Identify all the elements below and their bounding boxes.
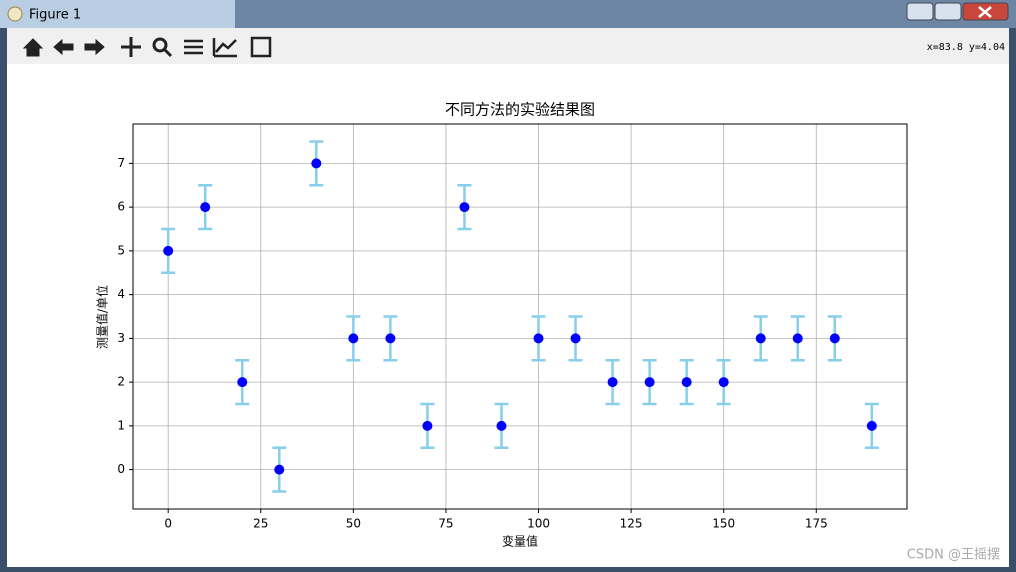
cursor-coordinates: x=83.8 y=4.04 bbox=[927, 42, 1005, 53]
data-point bbox=[866, 420, 877, 431]
x-tick-label: 150 bbox=[712, 517, 735, 531]
data-point bbox=[237, 377, 248, 388]
zoom-handle bbox=[162, 47, 173, 58]
configure-button[interactable] bbox=[184, 39, 203, 55]
x-tick-label: 25 bbox=[253, 517, 268, 531]
data-point bbox=[348, 333, 359, 344]
x-tick-label: 100 bbox=[527, 517, 550, 531]
y-tick-label: 5 bbox=[117, 243, 125, 257]
canvas bbox=[7, 64, 1009, 567]
forward-button[interactable] bbox=[84, 38, 105, 56]
data-point bbox=[607, 377, 618, 388]
data-point bbox=[422, 420, 433, 431]
data-point bbox=[274, 464, 285, 475]
data-point bbox=[681, 377, 692, 388]
plot-frame bbox=[132, 123, 908, 510]
back-button[interactable] bbox=[53, 38, 74, 56]
watermark: CSDN @王摇摆 bbox=[907, 548, 1000, 563]
x-tick-label: 75 bbox=[438, 517, 453, 531]
data-point bbox=[718, 377, 729, 388]
y-tick-label: 2 bbox=[117, 375, 125, 389]
data-point bbox=[792, 333, 803, 344]
data-point bbox=[163, 245, 174, 256]
window-title: Figure 1 bbox=[29, 8, 81, 23]
x-tick-label: 175 bbox=[805, 517, 828, 531]
data-point bbox=[644, 377, 655, 388]
y-axis-label: 测量值/单位 bbox=[95, 285, 110, 349]
y-tick-label: 3 bbox=[117, 331, 125, 345]
data-point bbox=[755, 333, 766, 344]
data-point bbox=[533, 333, 544, 344]
x-tick-label: 125 bbox=[620, 517, 643, 531]
chart-title: 不同方法的实验结果图 bbox=[445, 101, 595, 119]
y-tick-label: 4 bbox=[117, 287, 125, 301]
minimize-button[interactable] bbox=[906, 2, 934, 21]
data-point bbox=[385, 333, 396, 344]
data-point bbox=[200, 202, 211, 213]
save-button[interactable] bbox=[250, 36, 272, 58]
toolbar bbox=[7, 28, 1009, 64]
x-axis-label: 变量值 bbox=[502, 534, 538, 549]
home-button[interactable] bbox=[22, 38, 44, 57]
data-point bbox=[570, 333, 581, 344]
pan-button[interactable] bbox=[121, 37, 141, 57]
data-point bbox=[459, 202, 470, 213]
y-tick-label: 7 bbox=[117, 156, 125, 170]
maximize-button[interactable] bbox=[934, 2, 962, 21]
zoom-button[interactable] bbox=[152, 37, 168, 53]
x-tick-label: 0 bbox=[164, 517, 172, 531]
app-icon bbox=[7, 6, 23, 22]
data-point bbox=[496, 420, 507, 431]
x-tick-label: 50 bbox=[346, 517, 361, 531]
close-icon bbox=[978, 6, 992, 18]
data-point bbox=[829, 333, 840, 344]
data-point bbox=[311, 158, 322, 169]
title-bar-highlight bbox=[0, 0, 235, 28]
y-tick-label: 0 bbox=[117, 462, 125, 476]
edit-button[interactable] bbox=[212, 38, 237, 58]
y-tick-label: 6 bbox=[117, 200, 125, 214]
toolbar-icons bbox=[22, 36, 272, 58]
y-tick-label: 1 bbox=[117, 418, 125, 432]
